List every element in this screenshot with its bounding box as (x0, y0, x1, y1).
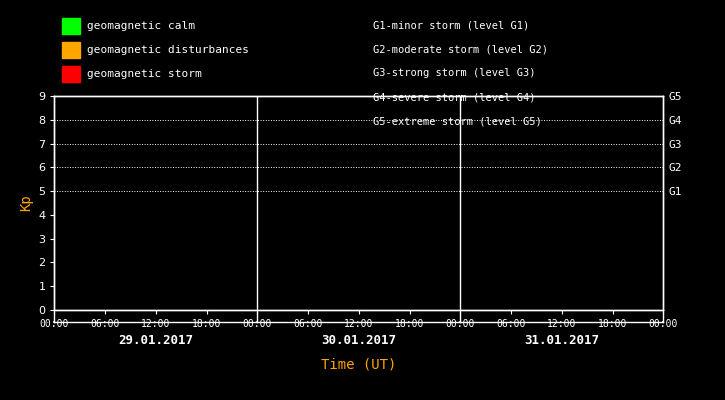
Y-axis label: Kp: Kp (19, 195, 33, 211)
Text: G1-minor storm (level G1): G1-minor storm (level G1) (373, 20, 530, 30)
Text: G2-moderate storm (level G2): G2-moderate storm (level G2) (373, 44, 548, 54)
Text: G4-severe storm (level G4): G4-severe storm (level G4) (373, 92, 536, 102)
Text: geomagnetic storm: geomagnetic storm (87, 69, 202, 79)
Text: G5-extreme storm (level G5): G5-extreme storm (level G5) (373, 116, 542, 126)
Text: geomagnetic calm: geomagnetic calm (87, 21, 195, 31)
Text: 29.01.2017: 29.01.2017 (118, 334, 194, 346)
Text: Time (UT): Time (UT) (321, 357, 397, 371)
Text: 31.01.2017: 31.01.2017 (524, 334, 600, 346)
Text: geomagnetic disturbances: geomagnetic disturbances (87, 45, 249, 55)
Text: 30.01.2017: 30.01.2017 (321, 334, 397, 346)
Text: G3-strong storm (level G3): G3-strong storm (level G3) (373, 68, 536, 78)
